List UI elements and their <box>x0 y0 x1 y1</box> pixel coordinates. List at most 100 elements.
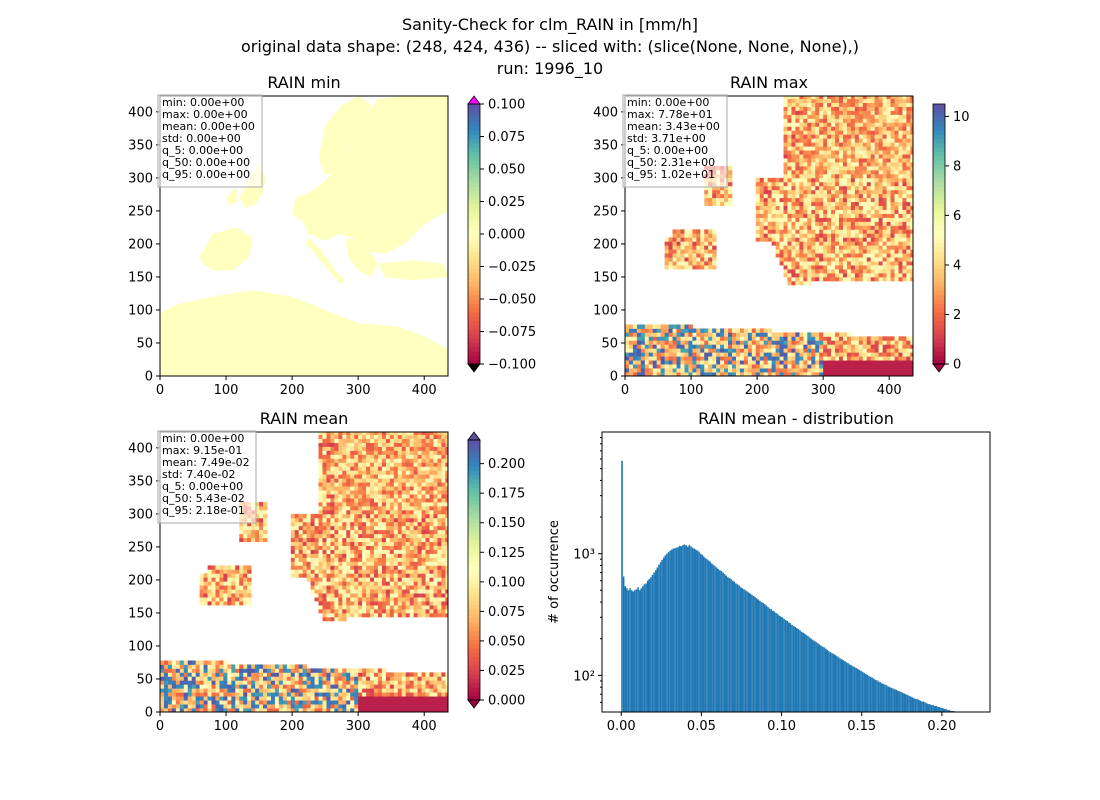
field-cell <box>350 680 355 685</box>
field-cell <box>716 197 721 203</box>
stats-box-frame <box>622 94 728 188</box>
field-cell <box>755 209 761 214</box>
field-cell <box>381 462 387 467</box>
field-cell <box>668 328 673 333</box>
field-cell <box>334 450 339 455</box>
field-cell <box>302 525 308 531</box>
field-cell <box>787 185 792 191</box>
field-cell <box>688 360 693 365</box>
field-cell <box>350 509 355 515</box>
field-cell <box>839 336 844 341</box>
field-cell <box>684 348 689 353</box>
field-cell <box>791 229 796 234</box>
field-cell <box>358 498 363 503</box>
field-cell <box>787 114 792 119</box>
field-cell <box>199 700 204 705</box>
field-cell <box>322 676 327 681</box>
field-cell <box>346 680 351 685</box>
field-cell <box>807 106 812 111</box>
field-cell <box>839 356 844 361</box>
field-cell <box>342 442 347 447</box>
field-cell <box>819 96 824 100</box>
field-cell <box>203 684 208 689</box>
field-cell <box>811 276 816 282</box>
field-cell <box>823 126 828 131</box>
field-cell <box>811 368 816 373</box>
colorbar-segment <box>933 359 945 365</box>
field-cell <box>803 257 808 262</box>
field-cell <box>767 181 773 187</box>
field-cell <box>835 118 840 123</box>
field-cell <box>787 150 792 155</box>
field-cell <box>366 561 371 566</box>
field-cell <box>874 241 880 246</box>
field-cell <box>807 193 812 199</box>
field-cell <box>322 581 327 586</box>
field-cell <box>854 118 860 123</box>
field-cell <box>385 612 391 618</box>
field-cell <box>160 680 165 685</box>
field-cell <box>389 585 395 590</box>
field-cell <box>894 245 899 250</box>
field-cell <box>823 233 828 238</box>
field-cell <box>846 201 852 207</box>
field-cell <box>215 700 220 705</box>
field-cell <box>314 597 319 602</box>
field-cell <box>799 102 804 107</box>
field-cell <box>676 328 681 333</box>
field-cell <box>397 700 403 705</box>
field-cell <box>886 249 891 254</box>
field-cell <box>314 704 319 709</box>
field-cell <box>815 130 820 135</box>
field-cell <box>890 221 895 226</box>
field-cell <box>334 569 339 574</box>
field-cell <box>676 372 681 376</box>
colorbar-segment <box>468 112 480 118</box>
field-cell <box>259 521 264 527</box>
field-cell <box>251 684 256 689</box>
field-cell <box>827 364 832 369</box>
field-cell <box>318 450 323 455</box>
field-cell <box>318 692 323 697</box>
field-cell <box>342 581 347 586</box>
field-cell <box>366 581 371 586</box>
field-cell <box>854 356 860 361</box>
field-cell <box>902 368 907 373</box>
field-cell <box>393 529 399 535</box>
colorbar-segment <box>468 247 480 252</box>
field-cell <box>783 102 788 107</box>
field-cell <box>243 593 248 598</box>
colorbar-segment <box>468 268 480 274</box>
field-cell <box>854 134 860 139</box>
field-cell <box>866 233 872 238</box>
field-cell <box>815 352 820 357</box>
field-cell <box>318 458 323 463</box>
field-cell <box>306 513 312 519</box>
field-cell <box>728 193 733 199</box>
field-cell <box>290 672 296 677</box>
field-cell <box>191 668 197 673</box>
field-cell <box>827 269 832 274</box>
field-cell <box>259 537 264 543</box>
field-cell <box>318 589 323 594</box>
field-cell <box>850 272 856 278</box>
field-cell <box>330 478 335 483</box>
field-cell <box>807 213 812 218</box>
field-cell <box>302 700 308 705</box>
y-tick-label: 0 <box>145 370 153 385</box>
field-cell <box>680 356 685 361</box>
field-cell <box>362 688 367 693</box>
field-cell <box>839 213 844 218</box>
field-cell <box>854 138 860 143</box>
field-cell <box>290 708 296 712</box>
field-cell <box>870 348 876 353</box>
field-cell <box>811 146 816 151</box>
field-cell <box>799 372 804 376</box>
y-tick-label: 400 <box>128 105 153 120</box>
field-cell <box>334 605 339 610</box>
field-cell <box>846 352 852 357</box>
field-cell <box>795 102 800 107</box>
field-cell <box>902 197 907 203</box>
field-cell <box>910 229 913 234</box>
field-cell <box>660 372 666 376</box>
